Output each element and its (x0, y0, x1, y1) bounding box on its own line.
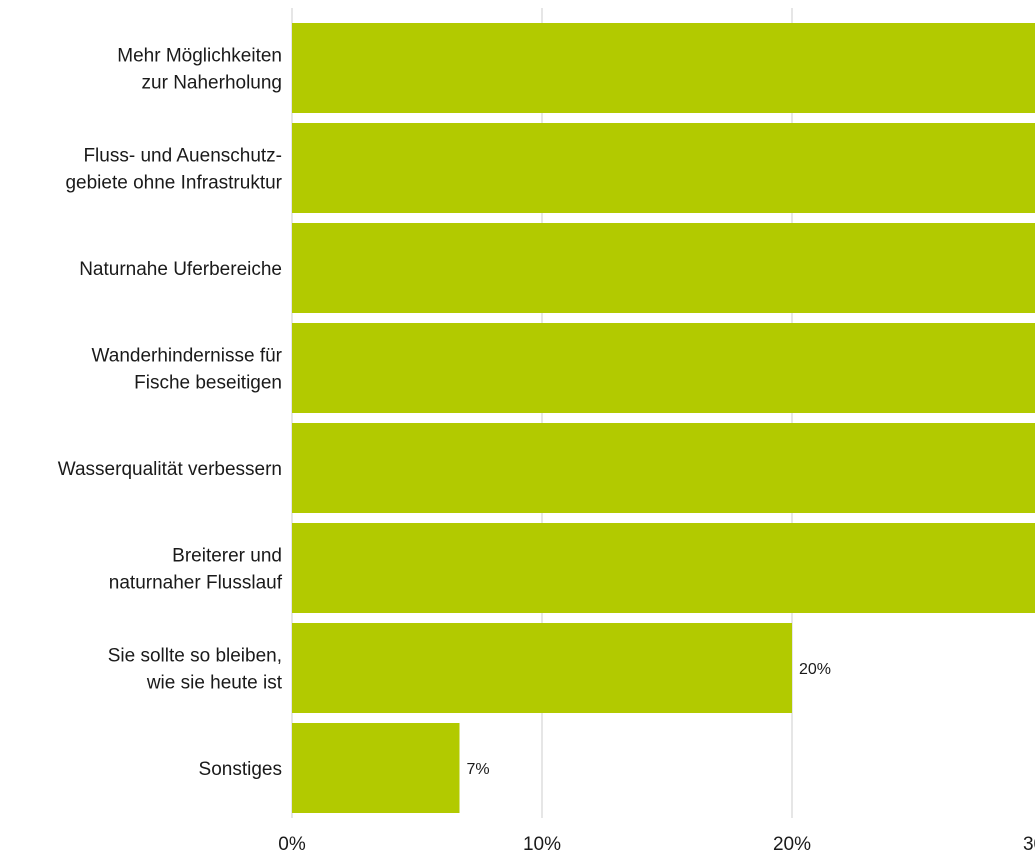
category-label: Fluss- und Auenschutz-gebiete ohne Infra… (65, 146, 282, 194)
value-label: 7% (467, 761, 490, 778)
bar (292, 623, 792, 713)
bar (292, 23, 1035, 113)
category-label-line: Breiterer und (172, 546, 282, 567)
x-tick-label: 0% (278, 834, 306, 855)
x-tick-label: 30% (1023, 834, 1035, 855)
category-label-line: Mehr Möglichkeiten (117, 46, 282, 67)
bar (292, 423, 1035, 513)
category-label: Wasserqualität verbessern (58, 459, 282, 480)
category-label-line: Sonstiges (199, 759, 282, 780)
category-label-line: wie sie heute ist (146, 673, 283, 694)
x-axis-tick-labels: 0%10%20%30%40%50% (278, 834, 1035, 855)
category-label-line: Fische beseitigen (134, 373, 282, 394)
category-label-line: gebiete ohne Infrastruktur (65, 173, 282, 194)
value-label: 20% (799, 661, 831, 678)
category-label-line: Fluss- und Auenschutz- (83, 146, 282, 167)
category-labels: Mehr Möglichkeiten zur Naherholung Fluss- … (58, 46, 283, 781)
category-label-line: zur Naherholung (142, 73, 282, 94)
category-label: Breiterer und naturnaher Flusslauf (109, 546, 283, 594)
category-label: Naturnahe Uferbereiche (79, 259, 282, 280)
bar (292, 323, 1035, 413)
category-label-line: Naturnahe Uferbereiche (79, 259, 282, 280)
value-labels: 56%49%47%36%33%33%20%7% (467, 661, 832, 778)
x-tick-label: 20% (773, 834, 811, 855)
bar (292, 223, 1035, 313)
category-label-line: Wasserqualität verbessern (58, 459, 282, 480)
bar (292, 723, 460, 813)
category-label: Sonstiges (199, 759, 282, 780)
category-label: Wanderhindernisse für Fische beseitigen (92, 346, 283, 394)
bars (292, 23, 1035, 813)
category-label-line: Wanderhindernisse für (92, 346, 283, 367)
category-label: Mehr Möglichkeiten zur Naherholung (117, 46, 282, 94)
bar (292, 523, 1035, 613)
category-label-line: naturnaher Flusslauf (109, 573, 283, 594)
x-tick-label: 10% (523, 834, 561, 855)
category-label-line: Sie sollte so bleiben, (108, 646, 282, 667)
bar (292, 123, 1035, 213)
category-label: Sie sollte so bleiben, wie sie heute ist (108, 646, 283, 694)
